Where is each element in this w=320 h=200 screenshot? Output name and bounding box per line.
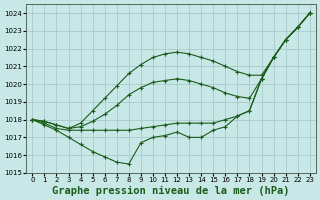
X-axis label: Graphe pression niveau de la mer (hPa): Graphe pression niveau de la mer (hPa) xyxy=(52,186,290,196)
